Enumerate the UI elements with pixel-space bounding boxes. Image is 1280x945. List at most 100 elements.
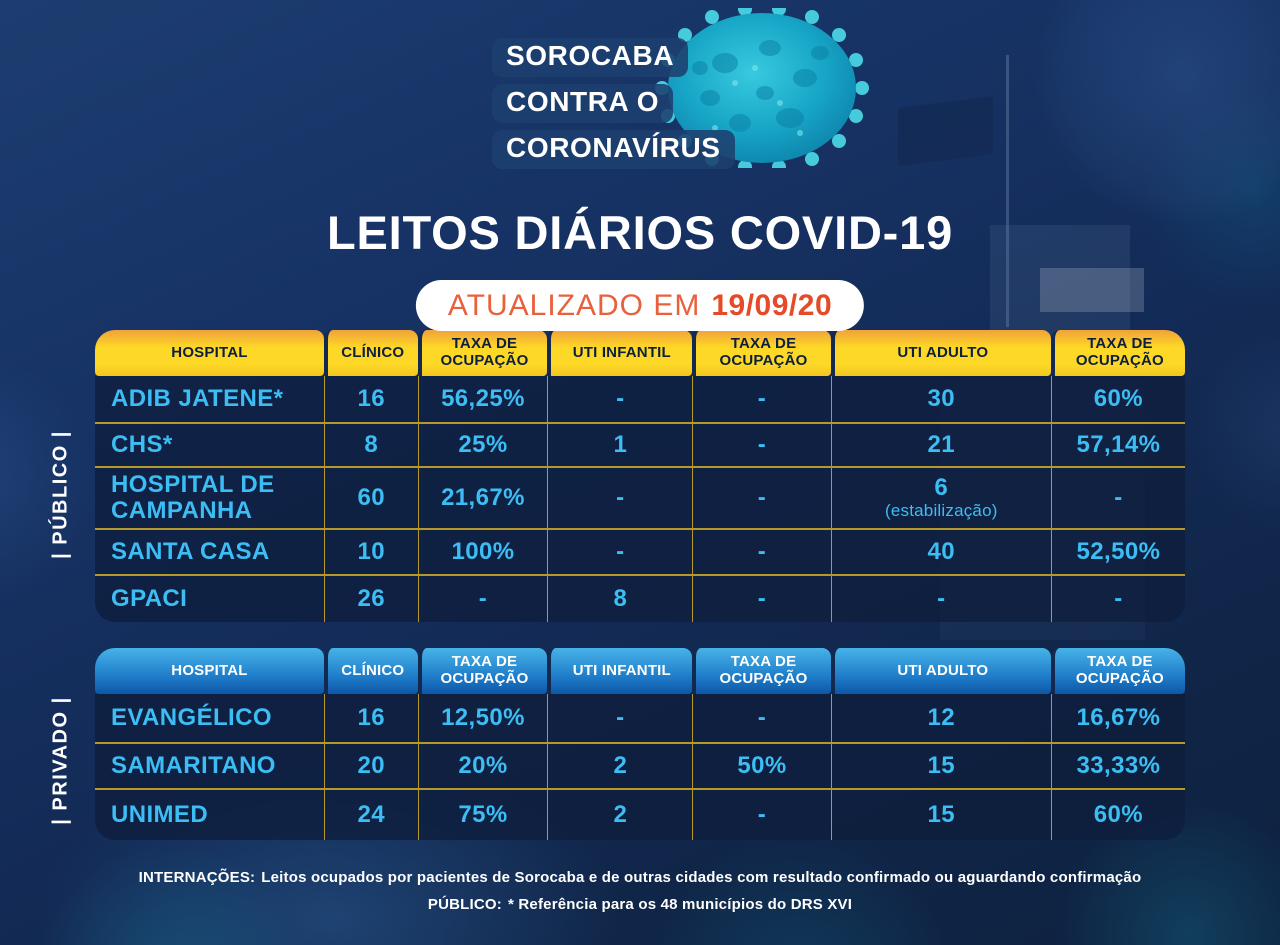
bg-building xyxy=(990,225,1130,340)
bg-flagpole xyxy=(1006,55,1009,327)
column-header-hospital: HOSPITAL xyxy=(95,330,324,376)
value-cell: 25% xyxy=(417,424,548,466)
footer-internacoes-text: Leitos ocupados por pacientes de Sorocab… xyxy=(261,869,1142,886)
value-cell: 60 xyxy=(323,468,418,528)
value-cell: 26 xyxy=(323,576,418,622)
column-header-taxa-ocupacao-3: TAXA DE OCUPAÇÃO xyxy=(1050,648,1185,694)
column-header-taxa-ocupacao-1: TAXA DE OCUPAÇÃO xyxy=(417,330,548,376)
table-row: ADIB JATENE* 16 56,25% - - 30 60% xyxy=(95,376,1185,422)
value-cell: 2 xyxy=(547,790,692,840)
value-cell: - xyxy=(692,424,830,466)
value-note: (estabilização) xyxy=(885,501,998,521)
value-cell: 56,25% xyxy=(417,376,548,422)
value-cell: 50% xyxy=(692,744,830,788)
updated-badge: ATUALIZADO EM 19/09/20 xyxy=(415,280,865,331)
page-title: LEITOS DIÁRIOS COVID-19 xyxy=(326,206,954,259)
table-row: CHS* 8 25% 1 - 21 57,14% xyxy=(95,422,1185,466)
private-table-body: EVANGÉLICO 16 12,50% - - 12 16,67% SAMAR… xyxy=(95,694,1185,840)
value-cell: 20% xyxy=(417,744,548,788)
value-cell: 40 xyxy=(830,530,1051,574)
value-cell: - xyxy=(1050,576,1185,622)
column-header-uti-infantil: UTI INFANTIL xyxy=(547,330,693,376)
value-cell: - xyxy=(692,530,830,574)
column-header-taxa-ocupacao-2: TAXA DE OCUPAÇÃO xyxy=(692,330,831,376)
value-cell: 8 xyxy=(323,424,418,466)
table-row: GPACI 26 - 8 - - - xyxy=(95,574,1185,622)
footer-publico-label: PÚBLICO: xyxy=(427,896,502,913)
hospital-name: CHS* xyxy=(111,431,173,459)
value-cell: 16 xyxy=(323,376,418,422)
value-cell: 21,67% xyxy=(417,468,548,528)
private-hospitals-table: HOSPITAL CLÍNICO TAXA DE OCUPAÇÃO UTI IN… xyxy=(95,648,1185,840)
value-cell-with-note: 6 (estabilização) xyxy=(830,468,1051,528)
value-cell: - xyxy=(692,468,830,528)
value-cell: 21 xyxy=(830,424,1051,466)
table-row: SANTA CASA 10 100% - - 40 52,50% xyxy=(95,528,1185,574)
value-cell: - xyxy=(547,376,692,422)
value: 6 xyxy=(934,474,949,502)
section-label-privado: | PRIVADO | xyxy=(49,696,72,825)
value-cell: 15 xyxy=(830,790,1051,840)
public-hospitals-table: HOSPITAL CLÍNICO TAXA DE OCUPAÇÃO UTI IN… xyxy=(95,330,1185,622)
table-row: EVANGÉLICO 16 12,50% - - 12 16,67% xyxy=(95,694,1185,742)
column-header-taxa-ocupacao-3: TAXA DE OCUPAÇÃO xyxy=(1050,330,1185,376)
value-cell: 2 xyxy=(547,744,692,788)
value-cell: 8 xyxy=(547,576,692,622)
logo: SOROCABA CONTRA O CORONAVÍRUS xyxy=(492,38,735,176)
column-header-uti-adulto: UTI ADULTO xyxy=(830,330,1051,376)
value-cell: - xyxy=(692,790,830,840)
logo-line-3: CORONAVÍRUS xyxy=(492,130,735,169)
hospital-name: SAMARITANO xyxy=(111,752,276,780)
column-header-clinico: CLÍNICO xyxy=(323,648,418,694)
value-cell: - xyxy=(692,694,830,742)
value-cell: - xyxy=(417,576,548,622)
hospital-name: ADIB JATENE* xyxy=(111,385,284,413)
value-cell: 24 xyxy=(323,790,418,840)
value-cell: - xyxy=(547,530,692,574)
value-cell: - xyxy=(547,468,692,528)
column-header-taxa-ocupacao-1: TAXA DE OCUPAÇÃO xyxy=(417,648,548,694)
table-row: SAMARITANO 20 20% 2 50% 15 33,33% xyxy=(95,742,1185,788)
value-cell: 16 xyxy=(323,694,418,742)
column-header-uti-infantil: UTI INFANTIL xyxy=(547,648,693,694)
value-cell: 75% xyxy=(417,790,548,840)
footer-internacoes: INTERNAÇÕES: Leitos ocupados por paciente… xyxy=(0,869,1280,886)
table-row: UNIMED 24 75% 2 - 15 60% xyxy=(95,788,1185,840)
logo-line-2: CONTRA O xyxy=(492,84,674,123)
section-label-publico: | PÚBLICO | xyxy=(49,430,72,559)
private-table-header: HOSPITAL CLÍNICO TAXA DE OCUPAÇÃO UTI IN… xyxy=(95,648,1185,694)
footer-publico: PÚBLICO: * Referência para os 48 municípi… xyxy=(0,896,1280,913)
value-cell: 16,67% xyxy=(1050,694,1185,742)
value-cell: 1 xyxy=(547,424,692,466)
value-cell: - xyxy=(1050,468,1185,528)
value-cell: 12,50% xyxy=(417,694,548,742)
column-header-uti-adulto: UTI ADULTO xyxy=(830,648,1051,694)
value-cell: - xyxy=(830,576,1051,622)
column-header-taxa-ocupacao-2: TAXA DE OCUPAÇÃO xyxy=(692,648,831,694)
value-cell: 60% xyxy=(1050,790,1185,840)
updated-date: 19/09/20 xyxy=(711,288,833,322)
value-cell: - xyxy=(692,376,830,422)
value-cell: - xyxy=(692,576,830,622)
public-table-header: HOSPITAL CLÍNICO TAXA DE OCUPAÇÃO UTI IN… xyxy=(95,330,1185,376)
footer-publico-text: * Referência para os 48 municípios do DR… xyxy=(508,896,853,913)
column-header-hospital: HOSPITAL xyxy=(95,648,324,694)
hospital-name: HOSPITAL DE CAMPANHA xyxy=(111,471,275,524)
hospital-name: GPACI xyxy=(111,585,188,613)
value-cell: 52,50% xyxy=(1050,530,1185,574)
table-row: HOSPITAL DE CAMPANHA 60 21,67% - - 6 (es… xyxy=(95,466,1185,528)
hospital-name: UNIMED xyxy=(111,801,209,829)
value-cell: 57,14% xyxy=(1050,424,1185,466)
hospital-name: SANTA CASA xyxy=(111,538,270,566)
logo-line-1: SOROCABA xyxy=(492,38,689,77)
value-cell: 12 xyxy=(830,694,1051,742)
value-cell: 30 xyxy=(830,376,1051,422)
hospital-name: EVANGÉLICO xyxy=(111,704,272,732)
value-cell: - xyxy=(547,694,692,742)
footer-internacoes-label: INTERNAÇÕES: xyxy=(138,869,256,886)
value-cell: 20 xyxy=(323,744,418,788)
column-header-clinico: CLÍNICO xyxy=(323,330,418,376)
value-cell: 15 xyxy=(830,744,1051,788)
value-cell: 100% xyxy=(417,530,548,574)
